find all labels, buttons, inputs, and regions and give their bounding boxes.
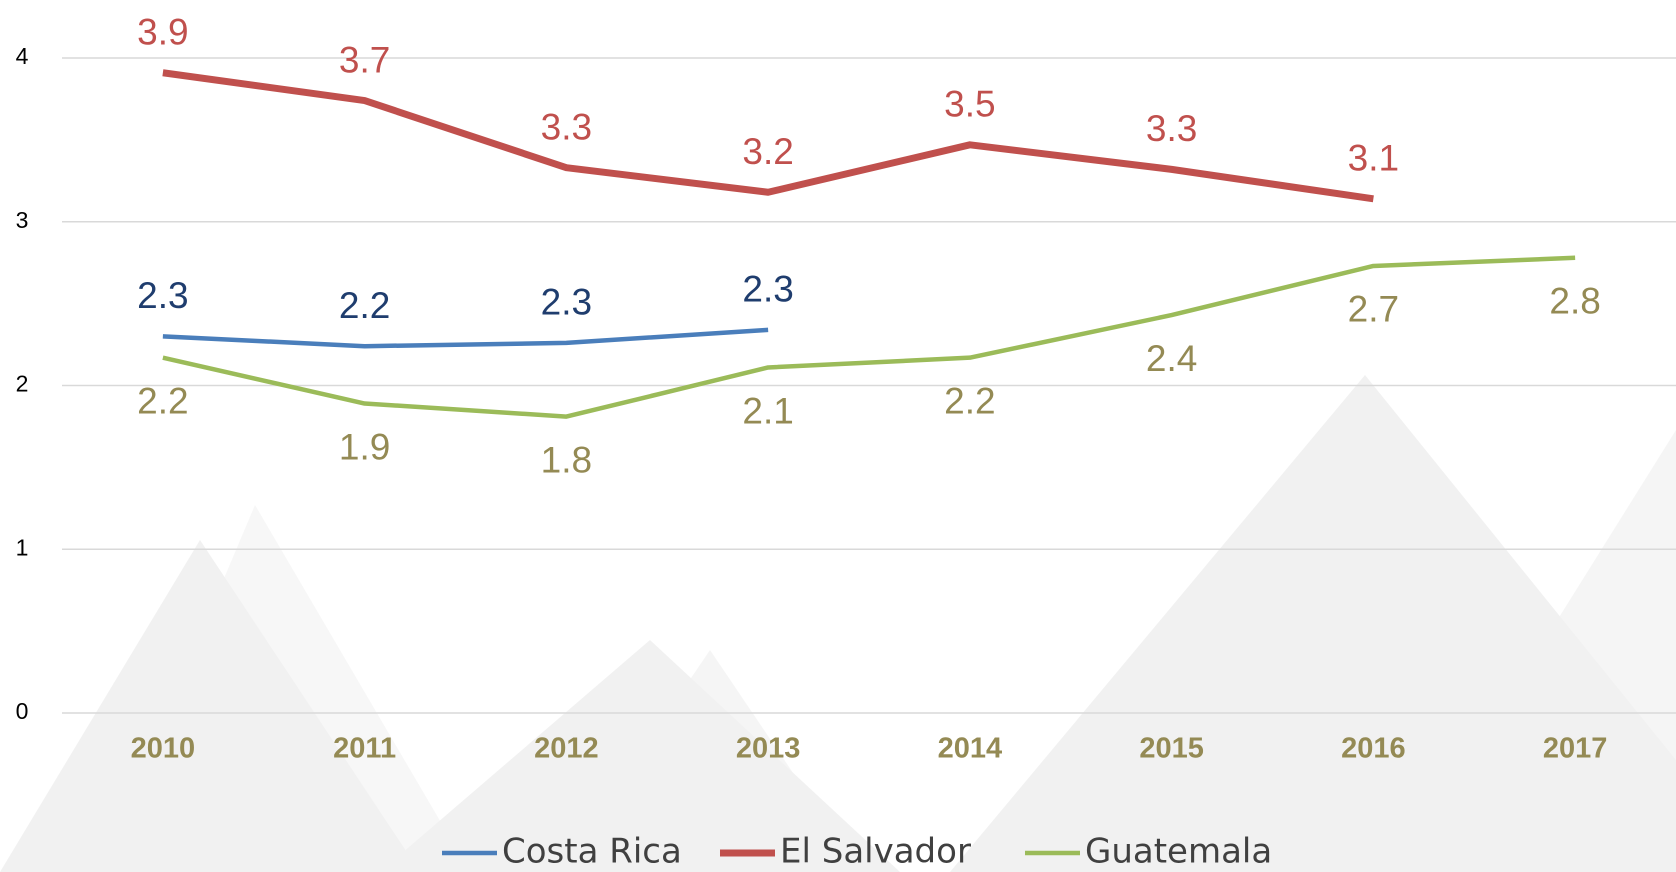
data-label: 2.3 — [137, 275, 188, 316]
data-label: 1.8 — [541, 439, 592, 480]
data-label: 3.3 — [1146, 108, 1197, 149]
data-label: 1.9 — [339, 426, 390, 467]
x-tick-label: 2015 — [1139, 733, 1204, 765]
data-label: 3.7 — [339, 39, 390, 80]
data-label: 2.8 — [1549, 281, 1600, 322]
series-line — [163, 330, 768, 346]
x-tick-label: 2017 — [1543, 733, 1608, 765]
x-tick-label: 2010 — [131, 733, 196, 765]
data-label: 2.1 — [742, 390, 793, 431]
data-label: 2.2 — [944, 380, 995, 421]
data-label: 2.3 — [541, 282, 592, 323]
background-decoration — [0, 375, 1676, 872]
y-tick-label: 1 — [16, 534, 29, 560]
legend-label: Guatemala — [1085, 832, 1272, 872]
y-tick-label: 0 — [16, 698, 29, 724]
x-tick-label: 2016 — [1341, 733, 1406, 765]
data-label: 3.3 — [541, 106, 592, 147]
data-label: 3.2 — [742, 131, 793, 172]
data-label: 2.2 — [137, 380, 188, 421]
y-tick-label: 2 — [16, 371, 29, 397]
y-tick-label: 4 — [16, 43, 29, 69]
page: {"chart_data": {"type": "line", "categor… — [0, 0, 1676, 872]
data-label: 3.1 — [1348, 138, 1399, 179]
data-label: 2.2 — [339, 285, 390, 326]
data-label: 3.9 — [137, 12, 188, 53]
data-label: 3.5 — [944, 84, 995, 125]
y-tick-label: 3 — [16, 207, 29, 233]
data-label: 2.7 — [1348, 289, 1399, 330]
x-tick-label: 2012 — [534, 733, 599, 765]
data-label: 2.4 — [1146, 338, 1197, 379]
data-label: 2.3 — [742, 269, 793, 310]
legend-label: El Salvador — [780, 832, 971, 872]
x-tick-label: 2011 — [333, 733, 396, 765]
x-tick-label: 2013 — [736, 733, 801, 765]
legend-label: Costa Rica — [502, 832, 682, 872]
chart: 0 1 2 3 4 2010 2011 2012 2013 2014 2015 2016 2017 2.3… — [0, 0, 1676, 872]
x-tick-label: 2014 — [938, 733, 1003, 765]
